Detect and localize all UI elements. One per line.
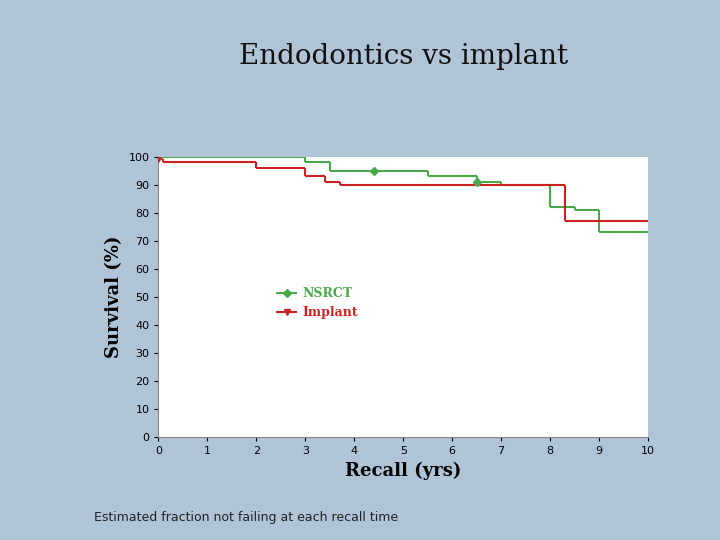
Text: Estimated fraction not failing at each recall time: Estimated fraction not failing at each r… xyxy=(94,511,397,524)
Y-axis label: Survival (%): Survival (%) xyxy=(105,236,123,358)
X-axis label: Recall (yrs): Recall (yrs) xyxy=(345,462,462,480)
Legend: NSRCT, Implant: NSRCT, Implant xyxy=(272,282,363,325)
Text: Endodontics vs implant: Endodontics vs implant xyxy=(238,43,568,70)
